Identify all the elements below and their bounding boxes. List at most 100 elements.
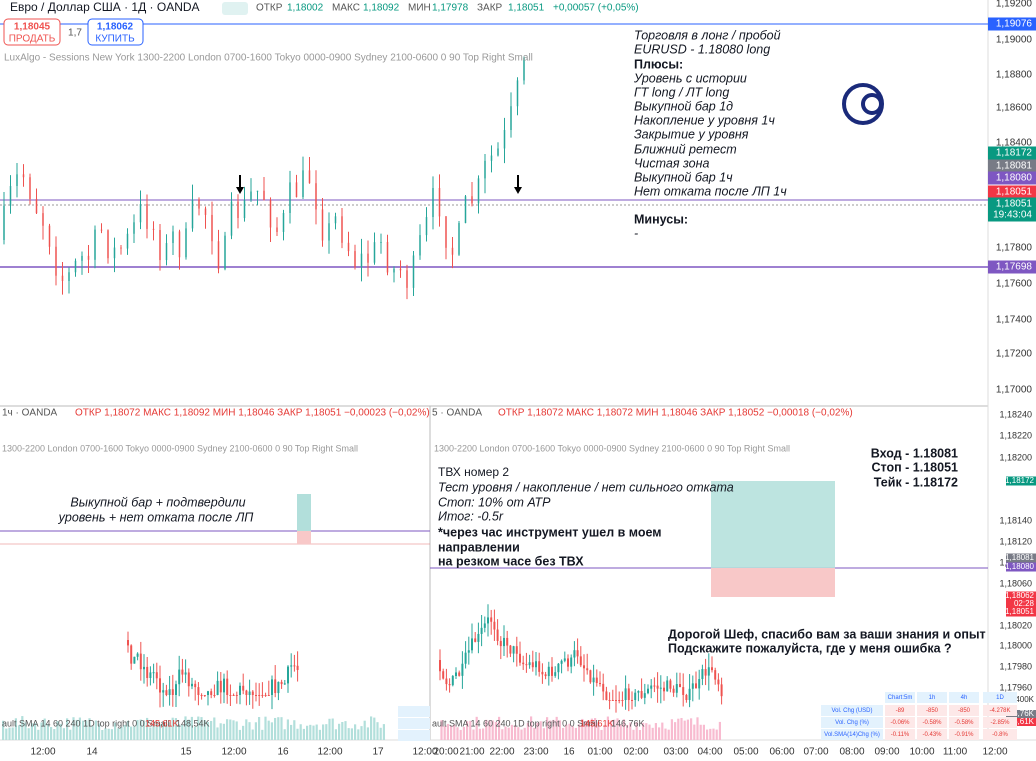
price-tag xyxy=(988,17,1036,31)
table-cell xyxy=(398,706,430,717)
candle-body xyxy=(618,700,621,701)
volume-bar xyxy=(251,729,254,740)
candle-body xyxy=(178,231,181,258)
time-label: 14 xyxy=(86,747,98,758)
volume-bar xyxy=(142,720,145,740)
ohlc-label: ЗАКР xyxy=(477,3,503,14)
candle-body xyxy=(133,656,136,664)
volume-bar xyxy=(542,728,545,740)
volume-bar xyxy=(302,728,305,740)
ohlc-label: ОТКР xyxy=(256,3,283,14)
volume-bar xyxy=(248,722,251,740)
volume-bar xyxy=(472,729,475,740)
table-cell-text: -89 xyxy=(896,708,905,714)
price-tag-label: 02:28 xyxy=(1014,599,1035,608)
candle-body xyxy=(308,170,311,184)
volume-bar xyxy=(498,716,501,740)
volume-bar xyxy=(91,726,94,740)
volume-bar xyxy=(229,719,232,740)
candle-body xyxy=(512,646,515,654)
volume-bar xyxy=(568,723,571,740)
volume-bar xyxy=(469,720,472,740)
candle-body xyxy=(213,695,216,696)
panel-ohlc: ОТКР 1,18072 МАКС 1,18072 МИН 1,18046 ЗА… xyxy=(498,408,853,419)
candle-body xyxy=(136,653,139,657)
panel-title: 5 · OANDA xyxy=(432,408,482,419)
buy-price: 1,18062 xyxy=(97,22,134,33)
candle-body xyxy=(704,669,707,676)
volume-bar xyxy=(5,728,8,740)
volume-bar xyxy=(245,719,248,740)
time-label: 12:00 xyxy=(221,747,246,758)
time-label: 16 xyxy=(277,747,289,758)
sell-button[interactable] xyxy=(3,18,61,46)
volume-bar xyxy=(510,724,513,740)
time-label: 09:00 xyxy=(874,747,899,758)
candle-body xyxy=(602,683,605,692)
volume-bar xyxy=(213,717,216,740)
candle-body xyxy=(296,665,299,670)
volume-bar xyxy=(331,718,334,740)
candle-body xyxy=(605,691,608,700)
time-label: 22:00 xyxy=(489,747,514,758)
candle-body xyxy=(203,695,206,696)
level-note: Тейк - 1.18172 xyxy=(874,475,958,489)
candle-body xyxy=(442,671,445,679)
candle-body xyxy=(688,688,691,700)
candle-body xyxy=(640,691,643,698)
volume-bar xyxy=(238,729,241,740)
candle-body xyxy=(672,688,675,693)
price-label: 1,18140 xyxy=(999,515,1032,525)
volume-bar xyxy=(8,727,11,740)
candle-body xyxy=(528,662,531,666)
volume-bar xyxy=(149,727,152,740)
candle-body xyxy=(171,689,174,695)
volume-bar xyxy=(2,720,5,740)
volume-bar xyxy=(200,717,203,740)
stop-zone xyxy=(297,531,311,544)
volume-bar xyxy=(661,722,664,740)
candle-body xyxy=(191,683,193,687)
price-tag xyxy=(988,171,1036,185)
buy-label: КУПИТЬ xyxy=(95,34,135,45)
table-cell xyxy=(949,705,979,716)
candle-body xyxy=(503,130,506,149)
time-label: 05:00 xyxy=(733,747,758,758)
note-line: - xyxy=(634,226,638,240)
candle-body xyxy=(531,662,534,668)
volume-bar xyxy=(683,720,686,740)
volume-bar xyxy=(88,718,91,740)
candle-body xyxy=(274,679,277,694)
price-tag-label: 1,18080 xyxy=(996,173,1033,184)
candle-body xyxy=(334,216,337,224)
price-label: 1,19000 xyxy=(996,35,1033,46)
candle-body xyxy=(717,679,720,685)
volume-bar xyxy=(222,723,225,740)
candle-body xyxy=(248,691,251,695)
note-line: Чистая зона xyxy=(634,156,709,170)
volume-bar xyxy=(325,724,328,740)
price-label: 1,17600 xyxy=(996,279,1033,290)
time-label: 20:00 xyxy=(433,747,458,758)
buy-button[interactable] xyxy=(87,18,144,46)
price-label: 1,17960 xyxy=(999,682,1032,692)
take-zone xyxy=(297,494,311,531)
candle-body xyxy=(175,684,177,695)
volume-bar xyxy=(293,720,296,740)
volume-bar xyxy=(114,722,117,740)
volume-bar xyxy=(702,724,705,740)
time-label: 02:00 xyxy=(623,747,648,758)
candle-body xyxy=(682,687,685,695)
indicator-label: LuxAlgo - Sessions New York 1300-2200 Lo… xyxy=(4,53,533,64)
price-label: 1,18600 xyxy=(996,103,1033,114)
volume-bar xyxy=(517,727,520,740)
volume-axis-label: 145,61K xyxy=(1004,717,1034,726)
price-tag-label: 1,17698 xyxy=(996,262,1033,273)
volume-bar xyxy=(280,717,283,740)
candle-body xyxy=(445,216,447,248)
candle-body xyxy=(152,228,155,230)
candle-body xyxy=(200,695,203,696)
table-header: 1D xyxy=(996,695,1004,701)
candle-body xyxy=(139,653,142,670)
candle-body xyxy=(187,672,190,687)
